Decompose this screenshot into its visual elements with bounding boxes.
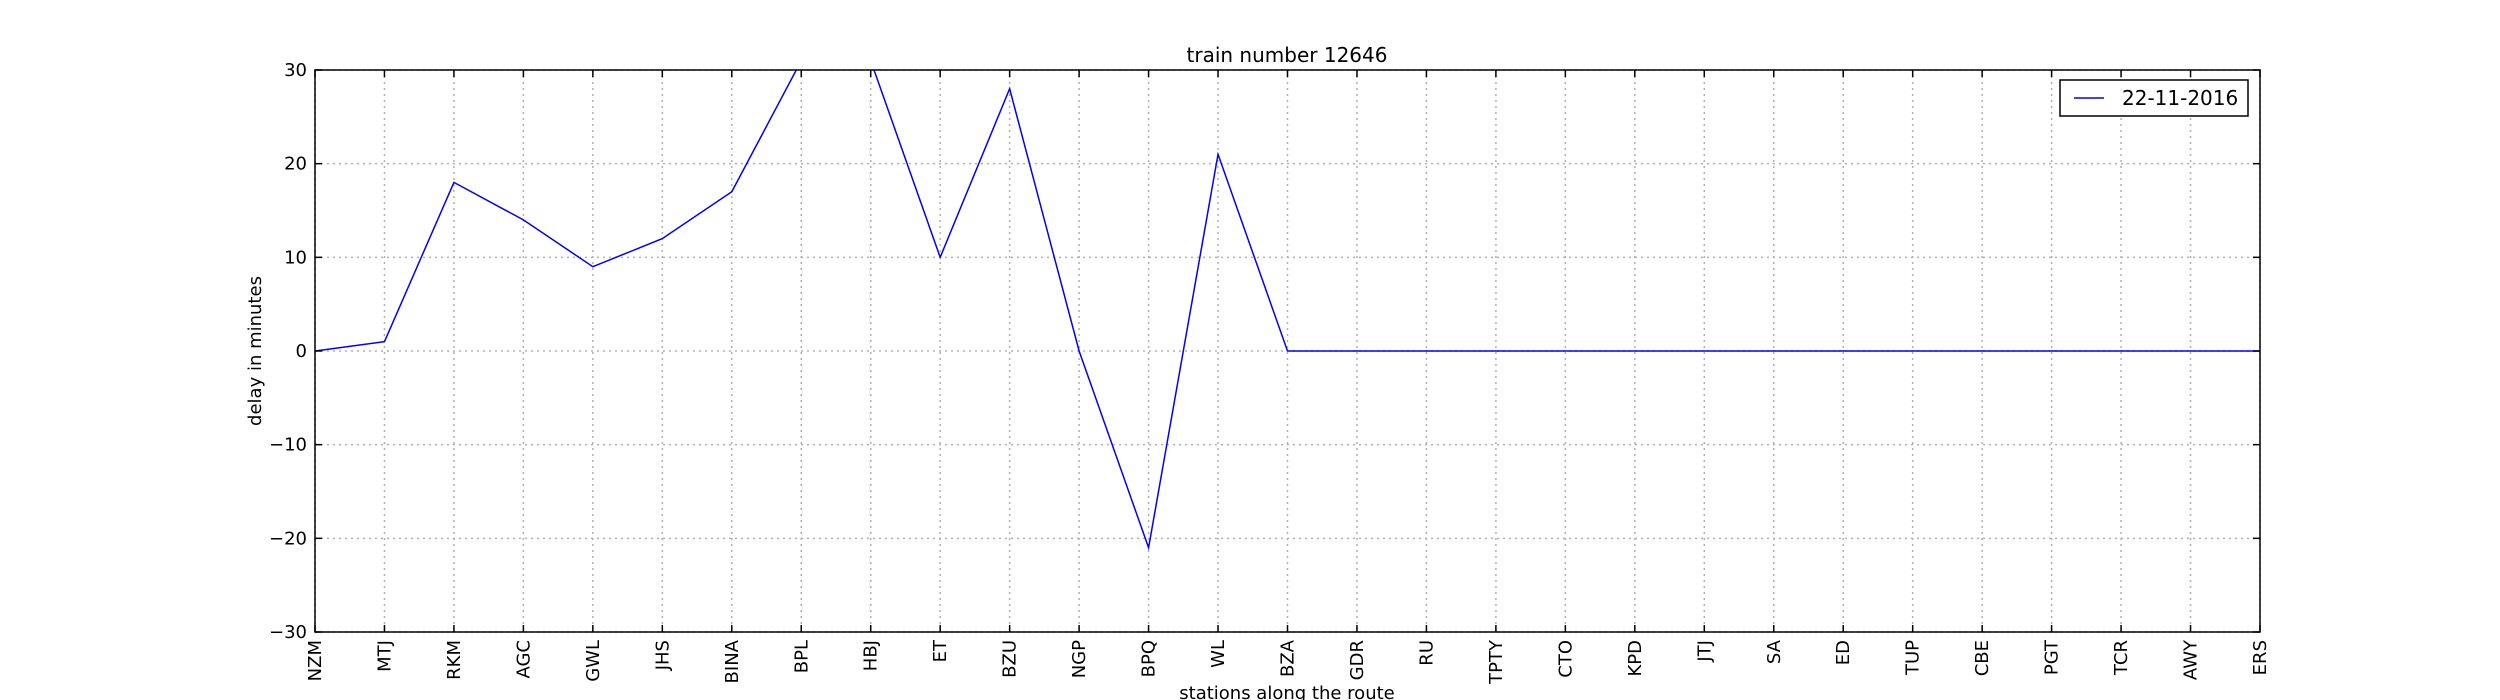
x-tick-label: ET bbox=[930, 639, 951, 662]
series-layer bbox=[315, 70, 2260, 551]
x-tick-label: BPQ bbox=[1139, 640, 1160, 677]
x-tick-label: BZA bbox=[1278, 639, 1299, 677]
y-tick-label: 30 bbox=[284, 60, 307, 81]
x-tick-label: BINA bbox=[722, 639, 743, 683]
y-tick-label: 10 bbox=[284, 247, 307, 268]
x-tick-label: NGP bbox=[1069, 640, 1090, 678]
y-tick-label: −30 bbox=[269, 622, 307, 643]
y-tick-label: 0 bbox=[296, 341, 307, 362]
x-tick-label: BZU bbox=[1000, 640, 1021, 678]
x-tick-label: ED bbox=[1833, 640, 1854, 665]
x-tick-label: PGT bbox=[2042, 639, 2063, 675]
x-tick-label: NZM bbox=[305, 640, 326, 681]
y-axis-label: delay in minutes bbox=[245, 276, 266, 426]
x-tick-label: RKM bbox=[444, 640, 465, 680]
x-tick-label: AGC bbox=[513, 640, 534, 679]
x-tick-label: MTJ bbox=[374, 640, 395, 672]
x-axis-label: stations along the route bbox=[1179, 683, 1394, 700]
axis-ticks: NZM MTJ RKM AGC GWL JHS BINA BPL HBJ ET BZU NGP BPQ W… bbox=[269, 60, 2271, 685]
y-tick-label: −10 bbox=[269, 435, 307, 456]
y-tick-label: 20 bbox=[284, 154, 307, 175]
x-tick-label: SA bbox=[1764, 639, 1785, 664]
x-tick-label: WL bbox=[1208, 640, 1229, 668]
y-tick-label: −20 bbox=[269, 528, 307, 549]
x-tick-label: JTJ bbox=[1694, 640, 1715, 663]
x-tick-label: GWL bbox=[583, 640, 604, 682]
x-tick-label: JHS bbox=[652, 640, 673, 671]
series-line bbox=[315, 70, 2260, 551]
x-tick-label: GDR bbox=[1347, 640, 1368, 680]
x-tick-label: KPD bbox=[1625, 640, 1646, 677]
legend-entry-label: 22-11-2016 bbox=[2122, 86, 2238, 110]
chart-title: train number 12646 bbox=[1187, 43, 1388, 67]
x-tick-label: CBE bbox=[1972, 640, 1993, 676]
x-tick-label: BPL bbox=[791, 640, 812, 673]
x-tick-label: TUP bbox=[1903, 640, 1924, 676]
x-tick-label: CTO bbox=[1555, 640, 1576, 678]
x-tick-label: TCR bbox=[2111, 640, 2132, 676]
x-tick-label: TPTY bbox=[1486, 639, 1507, 685]
x-tick-label: RU bbox=[1416, 640, 1437, 666]
x-tick-label: HBJ bbox=[861, 640, 882, 671]
x-tick-label: ERS bbox=[2250, 640, 2271, 675]
legend: 22-11-2016 bbox=[2059, 79, 2249, 117]
x-tick-label: AWY bbox=[2181, 639, 2202, 680]
